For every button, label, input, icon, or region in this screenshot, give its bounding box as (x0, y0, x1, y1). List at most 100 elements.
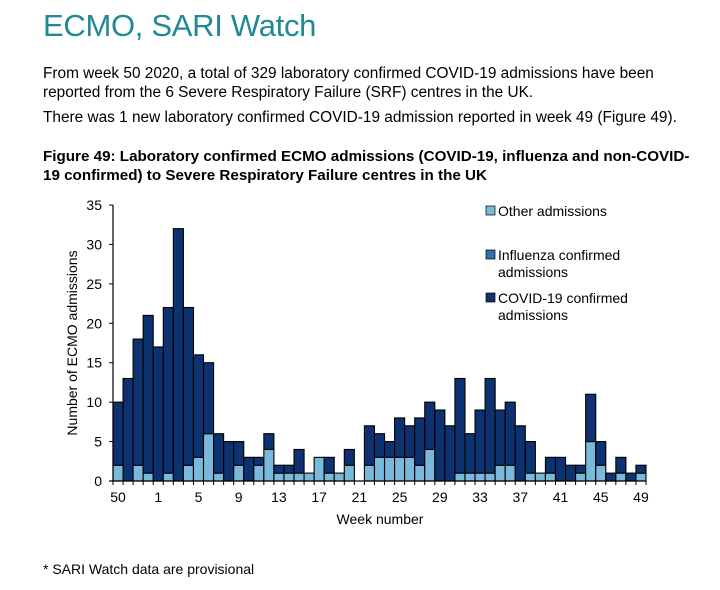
bar-covid-week-35 (494, 409, 506, 466)
legend-swatch-covid (485, 292, 496, 303)
bar-other-week-18 (323, 472, 335, 482)
bar-other-week-7 (213, 472, 225, 482)
bar-other-week-36 (504, 464, 516, 482)
bar-other-week-39 (534, 472, 546, 482)
y-tick-label: 30 (86, 236, 102, 252)
bar-other-week-25 (394, 456, 406, 482)
x-tick-label: 17 (311, 489, 327, 505)
bar-other-week-34 (484, 472, 496, 482)
bar-covid-week-7 (213, 433, 225, 474)
bar-covid-week-46 (605, 472, 617, 482)
bar-covid-week-6 (202, 362, 215, 435)
x-tick-label: 21 (352, 489, 368, 505)
bar-covid-week-41 (554, 456, 567, 482)
x-axis-title: Week number (337, 511, 424, 527)
bar-other-week-24 (383, 456, 396, 482)
bar-covid-week-50 (112, 401, 124, 466)
bar-other-week-31 (454, 472, 466, 482)
bar-covid-week-37 (514, 425, 526, 482)
bar-other-week-32 (464, 472, 476, 482)
legend-label-covid-line1: COVID-19 confirmed (498, 290, 628, 306)
bar-covid-week-10 (243, 456, 255, 482)
bar-covid-week-48 (625, 472, 637, 482)
legend-label-influenza-line2: admissions (498, 264, 568, 280)
bar-covid-week-11 (253, 456, 265, 466)
figure-caption: Figure 49: Laboratory confirmed ECMO adm… (43, 148, 690, 184)
bar-covid-week-40 (544, 456, 557, 474)
legend-label-other: Other admissions (498, 203, 607, 219)
bar-covid-week-2 (162, 306, 174, 474)
bar-covid-week-51 (122, 377, 134, 482)
bar-covid-week-23 (373, 433, 386, 458)
bar-covid-week-5 (192, 354, 205, 458)
bar-other-week-50 (112, 464, 124, 482)
x-tick-label: 45 (593, 489, 609, 505)
bar-other-week-43 (575, 472, 587, 482)
x-tick-label: 13 (271, 489, 287, 505)
y-tick-label: 0 (94, 473, 102, 489)
bar-covid-week-36 (504, 401, 516, 466)
bar-covid-week-26 (404, 425, 416, 458)
bar-other-week-5 (192, 456, 205, 482)
bar-covid-week-14 (283, 464, 295, 474)
bar-other-week-17 (313, 456, 325, 482)
bar-other-week-53 (142, 472, 154, 482)
bar-other-week-19 (333, 472, 345, 482)
bar-covid-week-18 (323, 456, 335, 474)
summary-paragraph: From week 50 2020, a total of 329 labora… (43, 65, 654, 101)
bar-covid-week-31 (454, 377, 466, 474)
x-tick-label: 37 (513, 489, 529, 505)
bar-covid-week-47 (615, 456, 627, 474)
bar-covid-week-8 (223, 441, 235, 482)
bar-other-week-49 (635, 472, 647, 482)
y-tick-label: 5 (94, 434, 102, 450)
x-tick-label: 29 (432, 489, 448, 505)
bar-covid-week-32 (464, 433, 476, 474)
bar-covid-week-25 (394, 417, 406, 458)
bar-covid-week-38 (524, 441, 536, 474)
bar-other-week-14 (283, 472, 295, 482)
y-tick-label: 15 (86, 355, 102, 371)
bar-other-week-23 (373, 456, 386, 482)
bar-covid-week-24 (383, 441, 396, 458)
bar-other-week-9 (233, 464, 245, 482)
bar-other-week-28 (424, 448, 436, 482)
y-axis-title: Number of ECMO admissions (64, 250, 80, 435)
bar-other-week-2 (162, 472, 174, 482)
bar-other-week-40 (544, 472, 557, 482)
bar-covid-week-9 (233, 441, 245, 466)
y-tick-label: 20 (86, 315, 102, 331)
y-tick-label: 10 (86, 394, 102, 410)
bar-covid-week-27 (414, 417, 426, 466)
bar-other-week-38 (524, 472, 536, 482)
bar-other-week-47 (615, 472, 627, 482)
bar-covid-week-13 (273, 464, 285, 474)
bar-other-week-16 (303, 472, 315, 482)
legend: Other admissions Influenza confirmed adm… (485, 203, 628, 323)
bar-other-week-6 (202, 433, 215, 482)
bar-other-week-11 (253, 464, 265, 482)
x-tick-label: 41 (553, 489, 569, 505)
x-tick-label: 50 (110, 489, 126, 505)
x-tick-label: 5 (195, 489, 203, 505)
bar-covid-week-4 (182, 306, 195, 466)
bar-other-week-15 (293, 472, 305, 482)
x-tick-label: 33 (472, 489, 488, 505)
legend-label-covid-line2: admissions (498, 307, 568, 323)
footnote: * SARI Watch data are provisional (43, 561, 255, 577)
bar-covid-week-53 (142, 314, 154, 474)
legend-label-influenza-line1: Influenza confirmed (498, 247, 620, 263)
bar-covid-week-20 (343, 448, 355, 466)
y-tick-label: 35 (86, 197, 102, 213)
bar-covid-week-22 (363, 425, 376, 466)
bar-covid-week-52 (132, 338, 144, 466)
bar-other-week-4 (182, 464, 195, 482)
page-title: ECMO, SARI Watch (43, 8, 317, 43)
bar-other-week-27 (414, 464, 426, 482)
bar-other-week-13 (273, 472, 285, 482)
bar-covid-week-15 (293, 448, 305, 474)
bar-covid-week-34 (484, 377, 496, 474)
bar-covid-week-12 (263, 433, 275, 451)
